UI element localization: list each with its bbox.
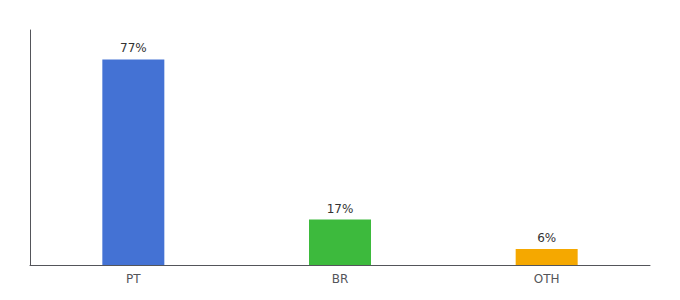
svg-text:BR: BR: [332, 272, 349, 286]
svg-text:17%: 17%: [327, 202, 354, 216]
svg-text:OTH: OTH: [534, 272, 560, 286]
svg-text:6%: 6%: [537, 231, 556, 245]
svg-text:PT: PT: [126, 272, 141, 286]
svg-text:77%: 77%: [120, 41, 147, 55]
